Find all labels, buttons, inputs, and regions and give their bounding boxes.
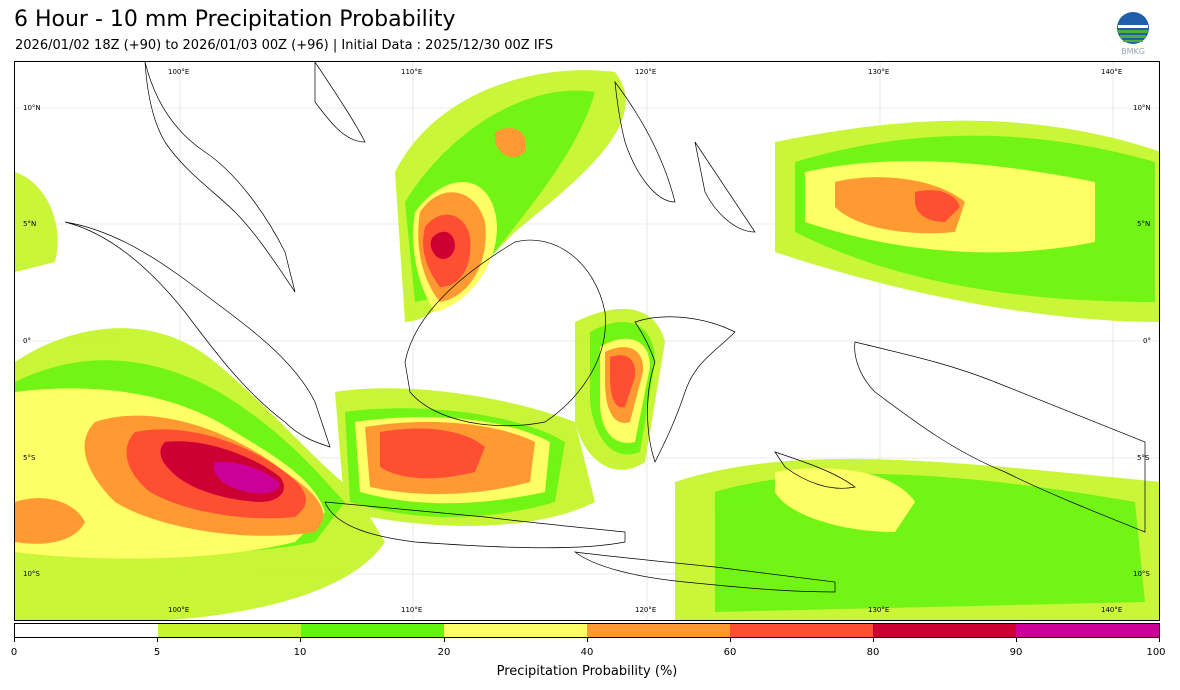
colorbar-tick-20: 20 <box>437 647 451 658</box>
lat-label-10s-left: 10°S <box>23 570 40 578</box>
lat-label-5n-right: 5°N <box>1137 220 1151 228</box>
colorbar-tickmark <box>1016 638 1017 642</box>
bmkg-logo-icon: BMKG <box>1112 10 1154 56</box>
colorbar-segment-0-5 <box>15 624 158 637</box>
colorbar-tickmark <box>157 638 158 642</box>
colorbar-tick-60: 60 <box>723 647 737 658</box>
precip-field-magenta <box>213 461 280 494</box>
lon-label-130e-bottom: 130°E <box>868 606 890 614</box>
precipitation-map[interactable]: 100°E 110°E 120°E 130°E 140°E 100°E 110°… <box>14 61 1160 621</box>
colorbar-tickmark <box>587 638 588 642</box>
colorbar-segment-80-90 <box>873 624 1016 637</box>
colorbar-segment-20-40 <box>444 624 587 637</box>
lon-label-140e-bottom: 140°E <box>1101 606 1123 614</box>
lon-label-130e-top: 130°E <box>868 68 890 76</box>
lat-label-0-left: 0° <box>23 337 31 345</box>
lon-label-120e-top: 120°E <box>635 68 657 76</box>
colorbar-tickmark <box>444 638 445 642</box>
colorbar-segment-90-100 <box>1016 624 1159 637</box>
lon-label-110e-bottom: 110°E <box>401 606 423 614</box>
colorbar-tickmark <box>1159 638 1160 642</box>
lon-label-110e-top: 110°E <box>401 68 423 76</box>
lat-label-5n-left: 5°N <box>23 220 37 228</box>
colorbar-segment-40-60 <box>587 624 730 637</box>
colorbar-tick-80: 80 <box>866 647 880 658</box>
colorbar-segment-60-80 <box>730 624 873 637</box>
lon-label-120e-bottom: 120°E <box>635 606 657 614</box>
lat-label-10s-right: 10°S <box>1133 570 1150 578</box>
colorbar-tickmark <box>14 638 15 642</box>
map-title: 6 Hour - 10 mm Precipitation Probability <box>14 7 456 32</box>
colorbar-segment-10-20 <box>301 624 444 637</box>
lon-label-140e-top: 140°E <box>1101 68 1123 76</box>
colorbar-tick-10: 10 <box>293 647 307 658</box>
lon-label-100e-top: 100°E <box>168 68 190 76</box>
lat-label-5s-left: 5°S <box>23 454 36 462</box>
colorbar-tick-40: 40 <box>580 647 594 658</box>
colorbar-tick-100: 100 <box>1146 647 1166 658</box>
lat-label-5s-right: 5°S <box>1137 454 1150 462</box>
colorbar-label: Precipitation Probability (%) <box>496 664 678 679</box>
logo-text: BMKG <box>1121 47 1145 56</box>
colorbar <box>14 623 1160 638</box>
colorbar-tick-90: 90 <box>1009 647 1023 658</box>
colorbar-segment-5-10 <box>158 624 301 637</box>
lat-label-10n-left: 10°N <box>23 104 41 112</box>
coastlines <box>64 62 1146 593</box>
lon-label-100e-bottom: 100°E <box>168 606 190 614</box>
map-subtitle: 2026/01/02 18Z (+90) to 2026/01/03 00Z (… <box>15 38 554 53</box>
colorbar-tickmark <box>730 638 731 642</box>
colorbar-tickmark <box>300 638 301 642</box>
lat-label-10n-right: 10°N <box>1133 104 1151 112</box>
colorbar-tick-0: 0 <box>10 647 18 658</box>
colorbar-tick-5: 5 <box>153 647 161 658</box>
lat-label-0-right: 0° <box>1143 337 1151 345</box>
colorbar-tickmark <box>873 638 874 642</box>
